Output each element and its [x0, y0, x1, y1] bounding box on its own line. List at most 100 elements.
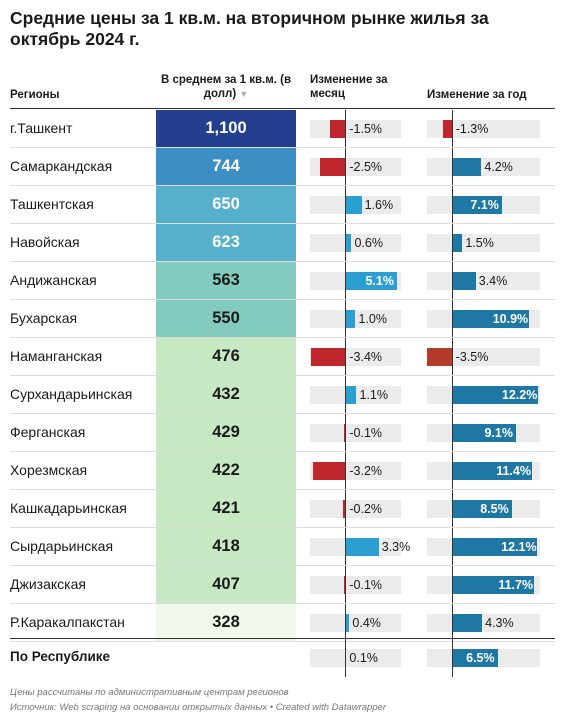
year-change-value-label: 8.5%	[480, 502, 509, 516]
month-change-zero-axis	[345, 300, 347, 338]
row-divider	[10, 641, 555, 642]
table-row: Джизакская 407 -0.1% 11.7%	[0, 566, 561, 604]
month-change-bar	[345, 196, 362, 214]
table-row: Навойская 623 0.6% 1.5%	[0, 224, 561, 262]
year-change-value-label: -3.5%	[455, 350, 489, 364]
region-name: Бухарская	[10, 310, 78, 326]
year-change-bar-track: 8.5%	[427, 490, 540, 528]
month-change-zero-axis	[345, 566, 347, 604]
year-change-value-label: 3.4%	[478, 274, 508, 288]
month-change-zero-axis	[345, 186, 347, 224]
month-change-bar-track: -0.1%	[310, 414, 401, 452]
table-row: Хорезмская 422 -3.2% 11.4%	[0, 452, 561, 490]
row-divider	[10, 489, 555, 490]
table-row: Самаркандская 744 -2.5% 4.2%	[0, 148, 561, 186]
year-change-value-label: 4.2%	[484, 160, 513, 174]
region-name: Р.Каракалпакстан	[10, 614, 125, 630]
year-change-bar	[451, 386, 538, 404]
year-change-value-label: 7.1%	[470, 198, 499, 212]
month-change-bar-track: 1.6%	[310, 186, 401, 224]
month-change-value-label: -3.2%	[349, 464, 383, 478]
region-name: г.Ташкент	[10, 120, 73, 136]
price-value: 432	[156, 376, 296, 413]
year-change-value-label: 10.9%	[492, 312, 529, 326]
price-value: 550	[156, 300, 296, 337]
month-change-value-label: -0.1%	[349, 578, 383, 592]
year-change-zero-axis	[451, 186, 453, 224]
month-change-bar	[345, 614, 350, 632]
year-change-zero-axis	[451, 376, 453, 414]
month-change-bar	[343, 500, 346, 518]
price-value: 422	[156, 452, 296, 489]
month-change-bar	[345, 538, 379, 556]
table-row: Андижанская 563 5.1% 3.4%	[0, 262, 561, 300]
year-change-bar	[451, 538, 538, 556]
month-change-zero-axis	[345, 528, 347, 566]
year-change-zero-axis	[451, 566, 453, 604]
month-change-bar-track: -0.2%	[310, 490, 401, 528]
region-name: Джизакская	[10, 576, 86, 592]
month-change-value-label: 1.6%	[364, 198, 394, 212]
year-change-value-label: 12.2%	[501, 388, 538, 402]
month-change-value-label: 1.0%	[358, 312, 388, 326]
column-header-month[interactable]: Изменение за месяц	[310, 74, 388, 100]
region-name: Навойская	[10, 234, 80, 250]
price-value: 476	[156, 338, 296, 375]
row-divider	[10, 185, 555, 186]
column-header-price[interactable]: В среднем за 1 кв.м. (в долл) ▼	[156, 73, 296, 101]
year-change-bar	[451, 424, 516, 442]
total-month-change-bar-track: 0.1%	[310, 639, 401, 677]
region-name: Самаркандская	[10, 158, 113, 174]
row-divider	[10, 451, 555, 452]
year-change-zero-axis	[451, 262, 453, 300]
region-name: Ферганская	[10, 424, 86, 440]
month-change-zero-axis	[345, 604, 347, 642]
region-name: Сурхандарьинская	[10, 386, 133, 402]
price-value: 328	[156, 604, 296, 641]
month-change-zero-axis	[345, 452, 347, 490]
month-change-zero-axis	[345, 490, 347, 528]
table-row: Сырдарьинская 418 3.3% 12.1%	[0, 528, 561, 566]
sort-down-icon[interactable]: ▼	[239, 89, 249, 99]
year-change-value-label: 4.3%	[485, 616, 514, 630]
row-divider	[10, 223, 555, 224]
table-row: Ташкентская 650 1.6% 7.1%	[0, 186, 561, 224]
month-change-bar-track: 1.1%	[310, 376, 401, 414]
row-divider	[10, 375, 555, 376]
year-change-bar-track: 4.3%	[427, 604, 540, 642]
month-change-value-label: 3.3%	[381, 540, 411, 554]
year-change-bar	[451, 614, 483, 632]
month-change-value-label: -3.4%	[349, 350, 383, 364]
row-divider	[10, 261, 555, 262]
price-value: 407	[156, 566, 296, 603]
month-change-bar-track: 0.6%	[310, 224, 401, 262]
table-row: Кашкадарьинская 421 -0.2% 8.5%	[0, 490, 561, 528]
year-change-bar-track: -3.5%	[427, 338, 540, 376]
total-divider	[10, 638, 555, 639]
year-change-bar-track: 1.5%	[427, 224, 540, 262]
year-change-value-label: -1.3%	[455, 122, 489, 136]
row-divider	[10, 527, 555, 528]
table-row: Р.Каракалпакстан 328 0.4% 4.3%	[0, 604, 561, 642]
table-row: Ферганская 429 -0.1% 9.1%	[0, 414, 561, 452]
column-header-price-label: В среднем за 1 кв.м. (в долл)	[160, 74, 292, 100]
year-change-value-label: 12.1%	[501, 540, 537, 554]
month-change-bar-track: 5.1%	[310, 262, 401, 300]
year-change-bar	[451, 272, 476, 290]
table-row: Сурхандарьинская 432 1.1% 12.2%	[0, 376, 561, 414]
year-change-zero-axis	[451, 148, 453, 186]
month-change-bar-track: -3.2%	[310, 452, 401, 490]
region-name: Ташкентская	[10, 196, 94, 212]
month-change-value-label: 5.1%	[365, 274, 394, 288]
year-change-bar-track: 12.1%	[427, 528, 540, 566]
year-change-bar-track: 10.9%	[427, 300, 540, 338]
year-change-value-label: 11.4%	[496, 464, 531, 478]
row-divider	[10, 603, 555, 604]
year-change-zero-axis	[451, 414, 453, 452]
year-change-value-label: 1.5%	[465, 236, 494, 250]
month-change-zero-axis	[345, 414, 347, 452]
row-divider	[10, 413, 555, 414]
column-header-region[interactable]: Регионы	[10, 89, 60, 101]
price-value: 744	[156, 148, 296, 185]
column-header-year[interactable]: Изменение за год	[427, 89, 527, 101]
